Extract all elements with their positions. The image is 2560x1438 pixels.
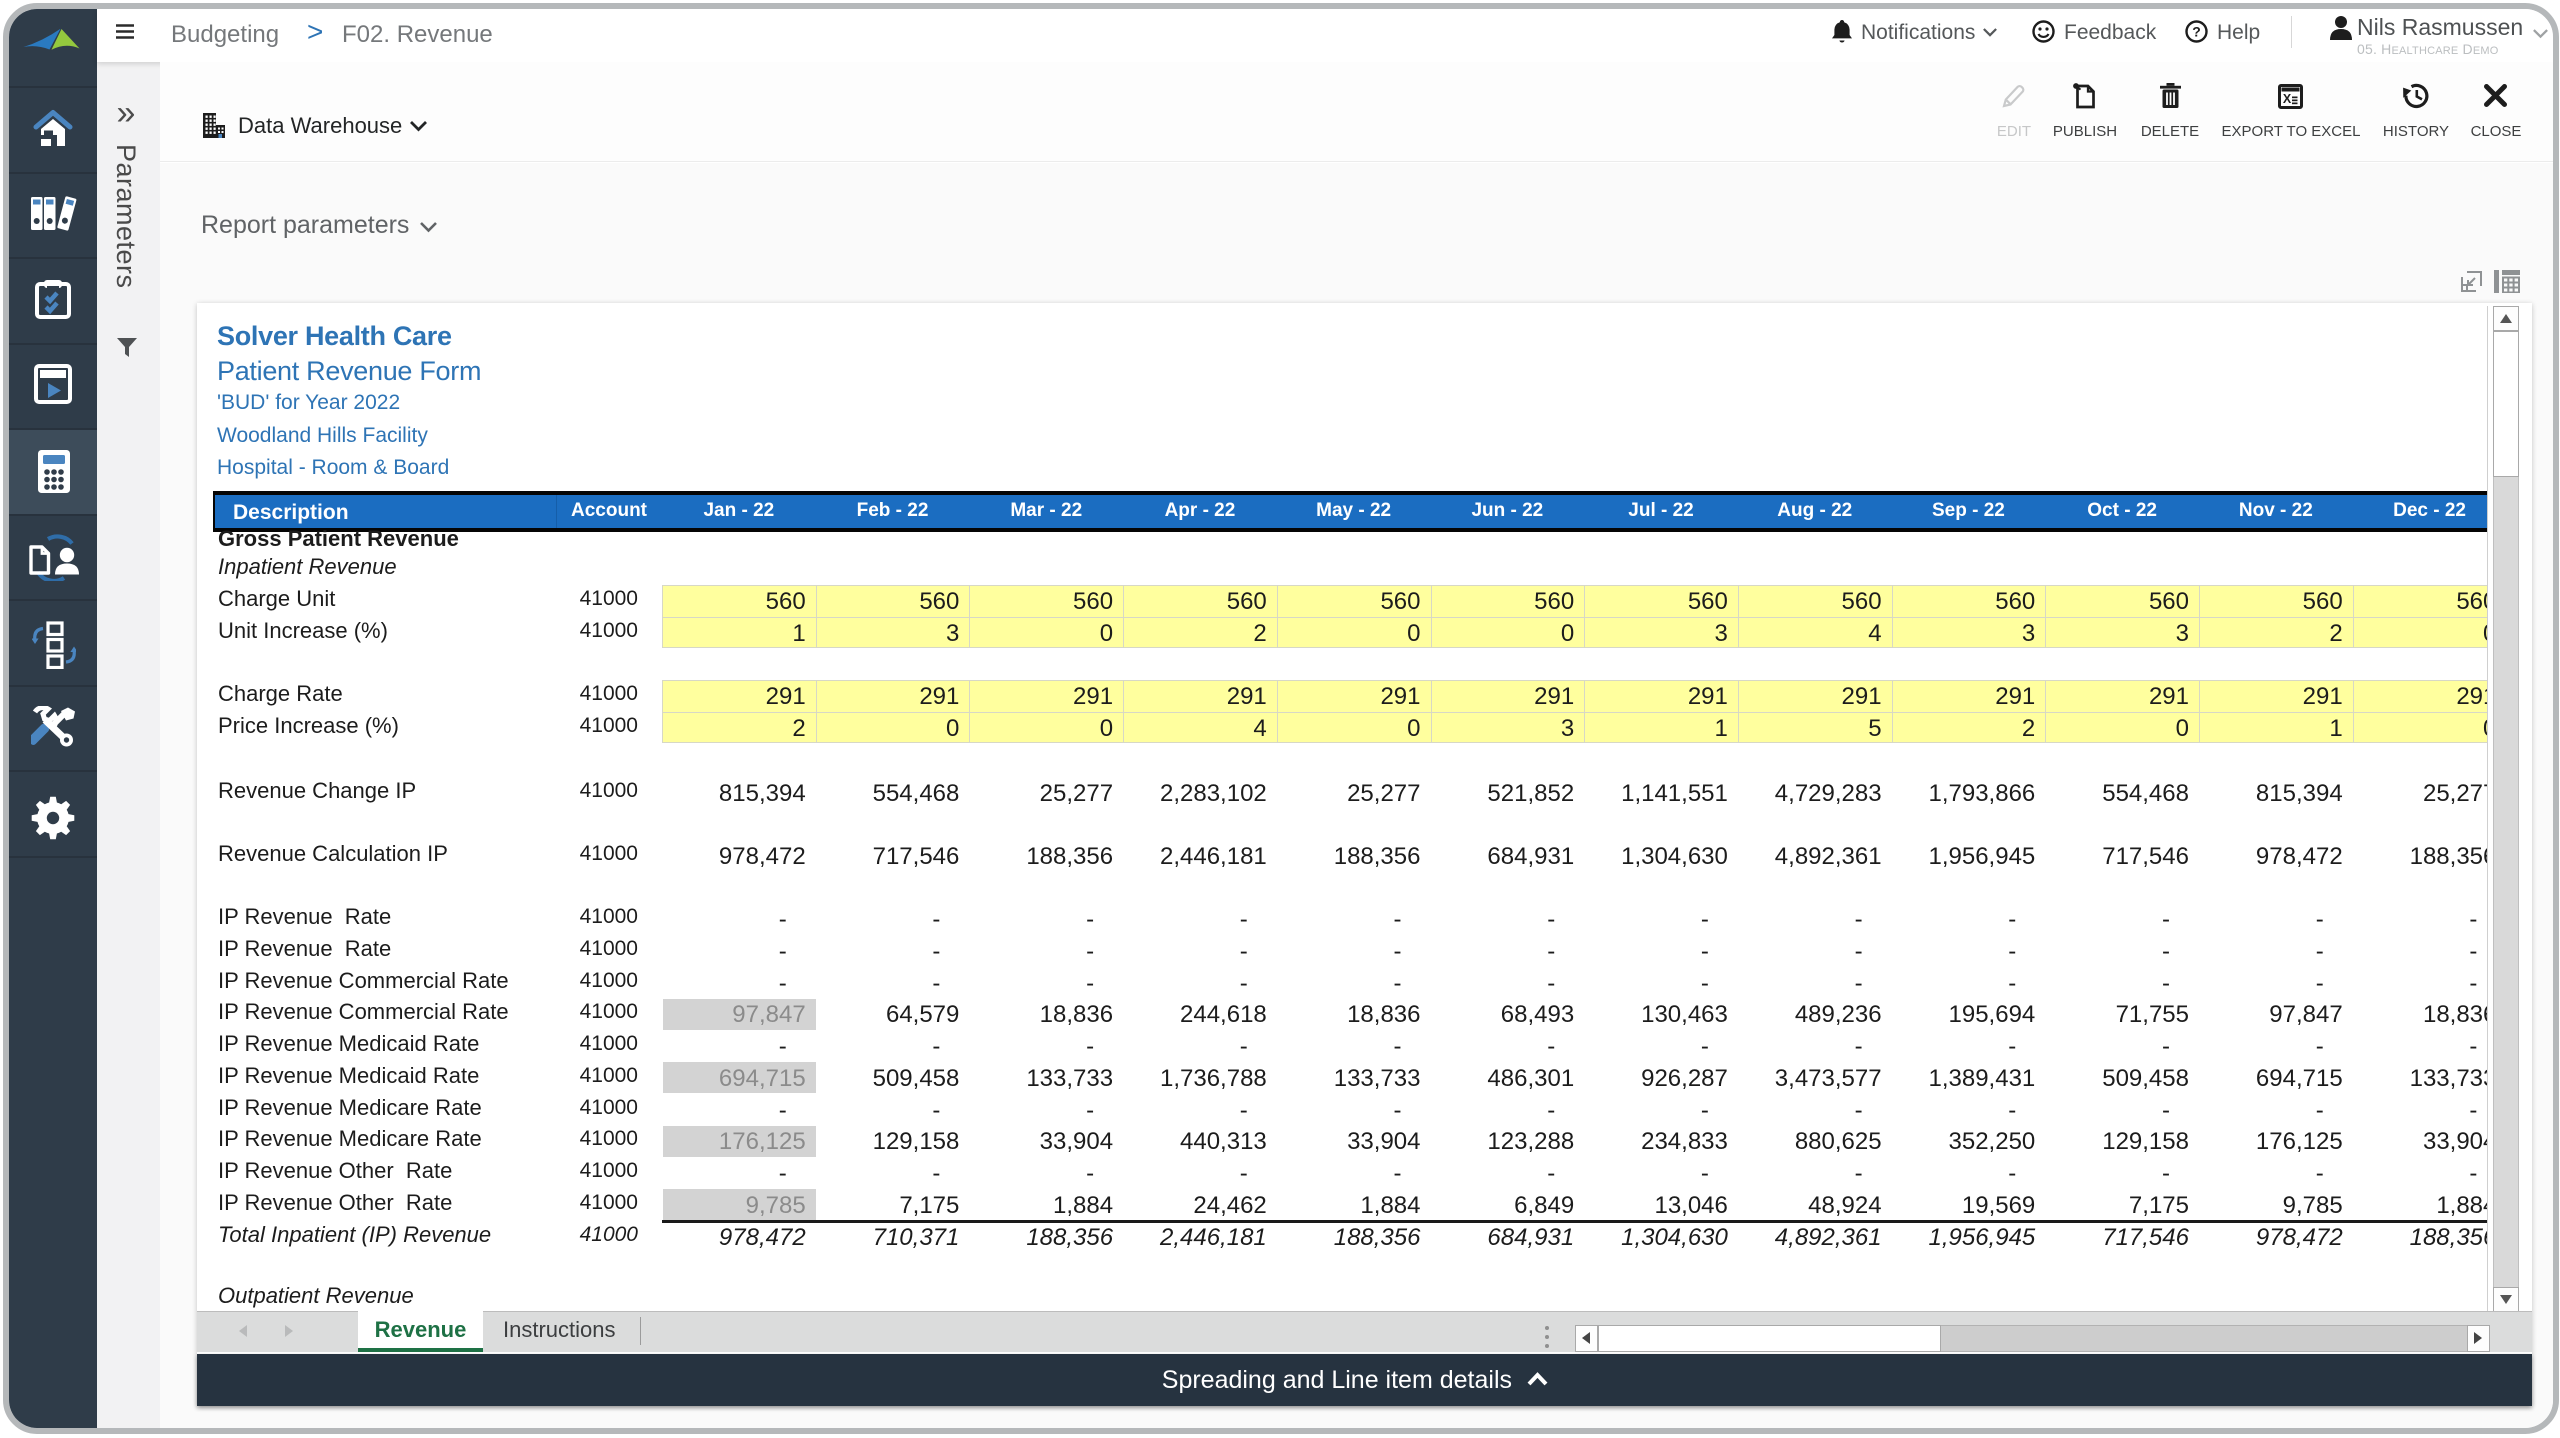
svg-text:X: X xyxy=(2283,92,2292,106)
svg-text:?: ? xyxy=(2192,24,2201,40)
